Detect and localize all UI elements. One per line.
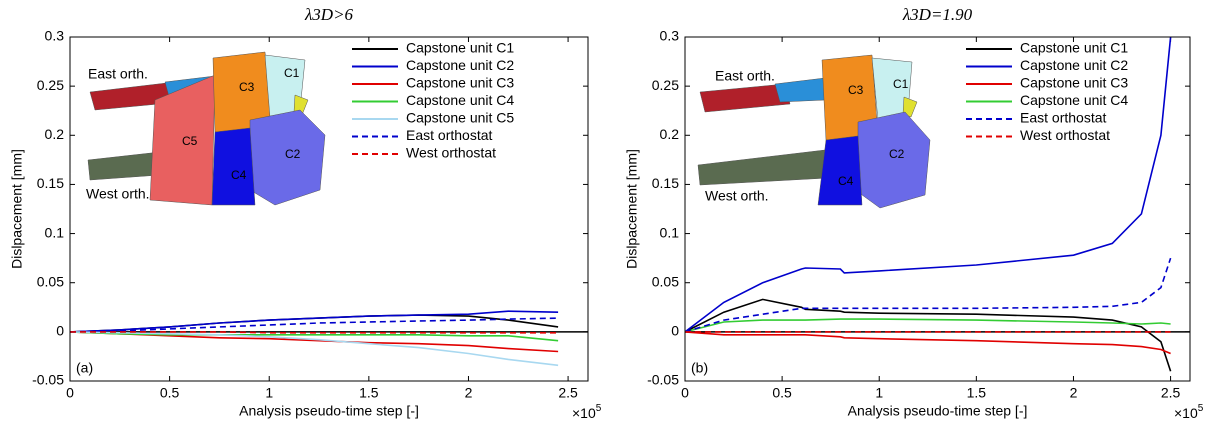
inset-unit-label: C2 bbox=[889, 147, 905, 161]
y-tick-label: 0.05 bbox=[37, 273, 64, 289]
y-tick-label: 0 bbox=[671, 323, 679, 339]
legend-label: Capstone unit C5 bbox=[406, 110, 514, 126]
series-line bbox=[69, 331, 559, 342]
series-line bbox=[70, 331, 559, 334]
x-tick-label: 1.5 bbox=[967, 385, 987, 401]
axes-frame bbox=[684, 36, 1191, 382]
series-line bbox=[684, 318, 1171, 333]
axes-frame bbox=[69, 36, 589, 382]
series-line bbox=[69, 331, 559, 367]
y-tick-label: 0.1 bbox=[660, 224, 680, 240]
inset-label: West orth. bbox=[705, 188, 769, 204]
legend-label: West orthostat bbox=[1020, 127, 1110, 143]
x-multiplier-exponent: 5 bbox=[1198, 403, 1204, 414]
inset-unit-label: C5 bbox=[182, 134, 198, 148]
x-tick-label: 1 bbox=[875, 385, 883, 401]
inset-unit-label: C4 bbox=[231, 168, 247, 182]
legend-label: Capstone unit C4 bbox=[406, 92, 514, 108]
x-axis-label: Analysis pseudo-time step [-] bbox=[848, 403, 1028, 419]
panel-label: (b) bbox=[691, 360, 708, 376]
legend-label: Capstone unit C3 bbox=[1020, 75, 1128, 91]
series-line bbox=[684, 257, 1172, 333]
inset-a bbox=[87, 51, 326, 206]
y-tick-label: 0.3 bbox=[45, 28, 65, 44]
legend-label: Capstone unit C2 bbox=[1020, 57, 1128, 73]
y-tick-label: 0 bbox=[56, 323, 64, 339]
legend-label: East orthostat bbox=[1020, 110, 1106, 126]
y-tick-label: 0.25 bbox=[37, 77, 64, 93]
inset-unit-label: C1 bbox=[893, 77, 909, 91]
series-line bbox=[69, 317, 559, 333]
inset-label: East orth. bbox=[715, 68, 775, 84]
inset-unit-label: C3 bbox=[239, 80, 255, 94]
y-tick-label: 0.2 bbox=[45, 126, 65, 142]
y-tick-label: -0.05 bbox=[647, 372, 679, 388]
x-multiplier: ×105 bbox=[572, 403, 602, 421]
y-tick-label: 0.1 bbox=[45, 224, 65, 240]
x-tick-label: 0.5 bbox=[772, 385, 792, 401]
series-line bbox=[69, 310, 559, 333]
y-tick-label: 0.05 bbox=[652, 273, 679, 289]
inset-unit-label: C2 bbox=[285, 147, 301, 161]
series-line bbox=[684, 331, 1171, 355]
legend-label: West orthostat bbox=[406, 145, 496, 161]
x-axis-label: Analysis pseudo-time step [-] bbox=[239, 403, 419, 419]
legend-label: Capstone unit C3 bbox=[406, 75, 514, 91]
x-tick-label: 0 bbox=[66, 385, 74, 401]
inset-b bbox=[697, 54, 931, 209]
series-line bbox=[684, 36, 1172, 333]
series-line bbox=[684, 298, 1172, 372]
x-tick-label: 2 bbox=[1070, 385, 1078, 401]
x-tick-label: 2.5 bbox=[558, 385, 578, 401]
x-multiplier: ×105 bbox=[1174, 403, 1204, 421]
inset-label: West orth. bbox=[86, 186, 150, 202]
x-tick-label: 0 bbox=[681, 385, 689, 401]
y-tick-label: 0.25 bbox=[652, 77, 679, 93]
x-tick-label: 2 bbox=[465, 385, 473, 401]
y-tick-label: 0.3 bbox=[660, 28, 680, 44]
x-multiplier-base: ×10 bbox=[572, 405, 596, 421]
x-multiplier-base: ×10 bbox=[1174, 405, 1198, 421]
chart-title: λ3D>6 bbox=[304, 5, 354, 24]
inset-unit-label: C4 bbox=[838, 174, 854, 188]
chart-title: λ3D=1.90 bbox=[902, 5, 973, 24]
y-tick-label: 0.15 bbox=[652, 175, 679, 191]
panel-label: (a) bbox=[76, 360, 93, 376]
inset-unit-label: C1 bbox=[284, 66, 300, 80]
y-axis-label: Dislpacement [mm] bbox=[624, 149, 640, 269]
inset-unit-label: C3 bbox=[848, 83, 864, 97]
inset-label: East orth. bbox=[88, 66, 148, 82]
y-tick-label: 0.2 bbox=[660, 126, 680, 142]
x-tick-label: 1.5 bbox=[359, 385, 379, 401]
x-multiplier-exponent: 5 bbox=[596, 403, 602, 414]
legend-label: Capstone unit C4 bbox=[1020, 92, 1128, 108]
y-axis-label: Dislpacement [mm] bbox=[9, 149, 25, 269]
x-tick-label: 1 bbox=[265, 385, 273, 401]
y-tick-label: -0.05 bbox=[32, 372, 64, 388]
legend-label: Capstone unit C1 bbox=[1020, 40, 1128, 56]
legend-label: Capstone unit C1 bbox=[406, 40, 514, 56]
x-tick-label: 2.5 bbox=[1161, 385, 1181, 401]
legend-label: Capstone unit C2 bbox=[406, 57, 514, 73]
x-tick-label: 0.5 bbox=[160, 385, 180, 401]
legend-label: East orthostat bbox=[406, 127, 492, 143]
y-tick-label: 0.15 bbox=[37, 175, 64, 191]
